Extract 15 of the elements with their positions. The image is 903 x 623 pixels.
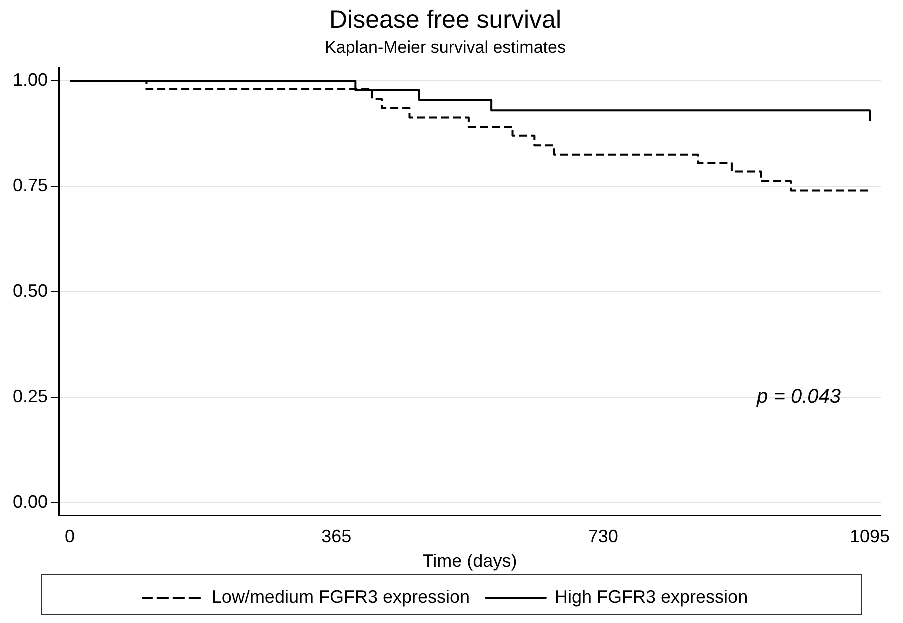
y-tick-label: 0.50: [12, 281, 48, 302]
y-tick-label: 1.00: [12, 70, 48, 90]
legend-label: Low/medium FGFR3 expression: [212, 586, 470, 607]
y-tick-label: 0.25: [12, 386, 48, 407]
x-axis-title: Time (days): [422, 551, 518, 572]
x-tick-label: 0: [64, 526, 75, 547]
x-tick-label: 365: [322, 526, 352, 547]
chart-title: Disease free survival: [329, 6, 562, 34]
y-tick-label: 0.00: [12, 492, 48, 512]
y-tick-label: 0.75: [12, 176, 48, 196]
annotation: p = 0.043: [756, 386, 841, 408]
x-tick-label: 730: [588, 526, 618, 547]
chart-subtitle: Kaplan-Meier survival estimates: [325, 38, 566, 57]
legend-label: High FGFR3 expression: [555, 586, 748, 607]
x-tick-label: 1095: [850, 526, 890, 547]
